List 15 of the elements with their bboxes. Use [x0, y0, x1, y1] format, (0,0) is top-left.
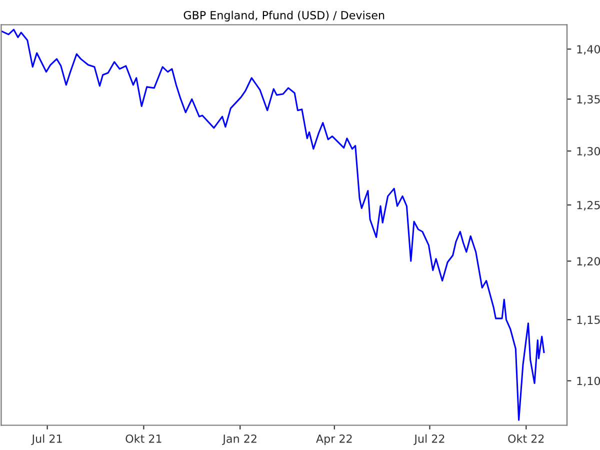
y-tick-label: 1,10 [577, 376, 600, 386]
chart-title: GBP England, Pfund (USD) / Devisen [184, 10, 384, 22]
x-tick-label: Jul 21 [31, 434, 62, 445]
y-tick-label: 1,40 [577, 45, 600, 55]
x-tick-label: Apr 22 [316, 434, 352, 446]
x-tick-label: Jul 22 [414, 434, 444, 445]
y-tick-label: 1,30 [577, 146, 600, 157]
y-tick-label: 1,35 [577, 95, 600, 105]
y-tick-label: 1,25 [577, 200, 600, 210]
y-tick-label: 1,15 [577, 316, 600, 326]
x-tick-label: Jan 22 [222, 434, 256, 445]
x-tick-label: Okt 22 [508, 434, 544, 443]
x-tick-label: Okt 21 [126, 434, 162, 443]
line-series [1, 28, 545, 421]
y-tick-label: 1,20 [577, 257, 600, 267]
